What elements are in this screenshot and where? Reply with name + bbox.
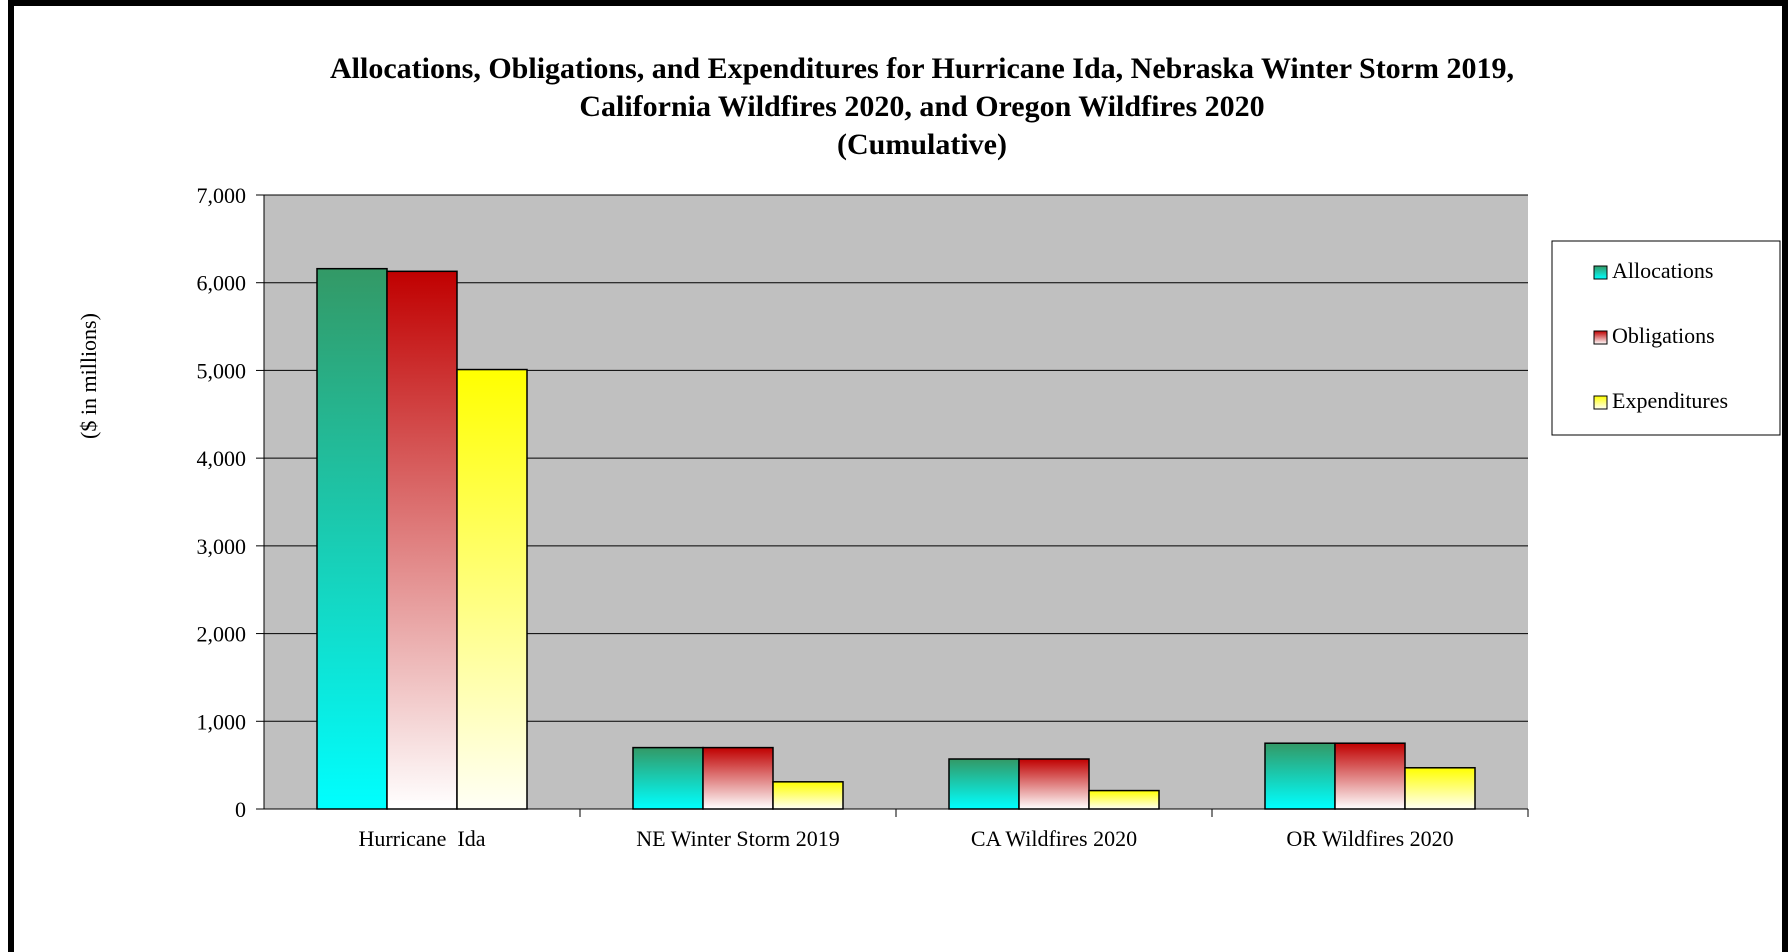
bar-obligations-3	[1334, 742, 1406, 810]
y-tick-label: 7,000	[197, 183, 247, 208]
bar-allocations-1	[632, 746, 704, 810]
y-tick-label: 6,000	[197, 271, 247, 296]
y-tick-label: 2,000	[197, 622, 247, 647]
legend-label-allocations: Allocations	[1612, 258, 1713, 283]
chart-title-line-3: (Cumulative)	[837, 128, 1007, 161]
x-tick-label: CA Wildfires 2020	[971, 826, 1137, 851]
x-tick-label: NE Winter Storm 2019	[636, 826, 839, 851]
legend-swatch-expenditures	[1593, 395, 1608, 410]
legend-box	[1551, 240, 1781, 436]
x-tick-label: Hurricane Ida	[358, 826, 485, 851]
x-tick-label: OR Wildfires 2020	[1286, 826, 1453, 851]
bar-obligations-1	[702, 746, 774, 810]
axes-group	[256, 194, 1529, 817]
y-tick-label: 3,000	[197, 534, 247, 559]
bar-expenditures-1	[772, 781, 844, 810]
y-tick-labels: 0 1,000 2,000 3,000 4,000 5,000 6,000 7,000	[197, 183, 247, 822]
chart-frame	[8, 0, 1788, 952]
bar-expenditures-0	[456, 368, 528, 810]
bar-expenditures-2	[1088, 789, 1160, 810]
bar-allocations-0	[316, 267, 388, 810]
legend-swatch-allocations	[1593, 265, 1608, 280]
legend-label-obligations: Obligations	[1612, 323, 1715, 348]
bars-group	[316, 267, 1476, 810]
y-tick-label: 4,000	[197, 446, 247, 471]
x-tick-labels: Hurricane Ida NE Winter Storm 2019 CA Wild…	[358, 826, 1453, 851]
legend: Allocations Obligations Expenditures	[1551, 240, 1781, 436]
bar-allocations-2	[948, 758, 1020, 810]
y-axis-label: ($ in millions)	[76, 313, 101, 439]
chart-title-line-1: Allocations, Obligations, and Expenditur…	[330, 52, 1514, 85]
bar-allocations-3	[1264, 742, 1336, 810]
legend-label-expenditures: Expenditures	[1612, 388, 1728, 413]
legend-swatch-obligations	[1593, 330, 1608, 345]
y-tick-label: 0	[235, 797, 246, 822]
bar-obligations-0	[386, 270, 458, 810]
legend-items: Allocations Obligations Expenditures	[1593, 258, 1728, 413]
y-tick-label: 5,000	[197, 358, 247, 383]
bar-obligations-2	[1018, 758, 1090, 810]
chart-title-line-2: California Wildfires 2020, and Oregon Wi…	[579, 90, 1264, 123]
bar-expenditures-3	[1404, 767, 1476, 810]
y-tick-label: 1,000	[197, 709, 247, 734]
